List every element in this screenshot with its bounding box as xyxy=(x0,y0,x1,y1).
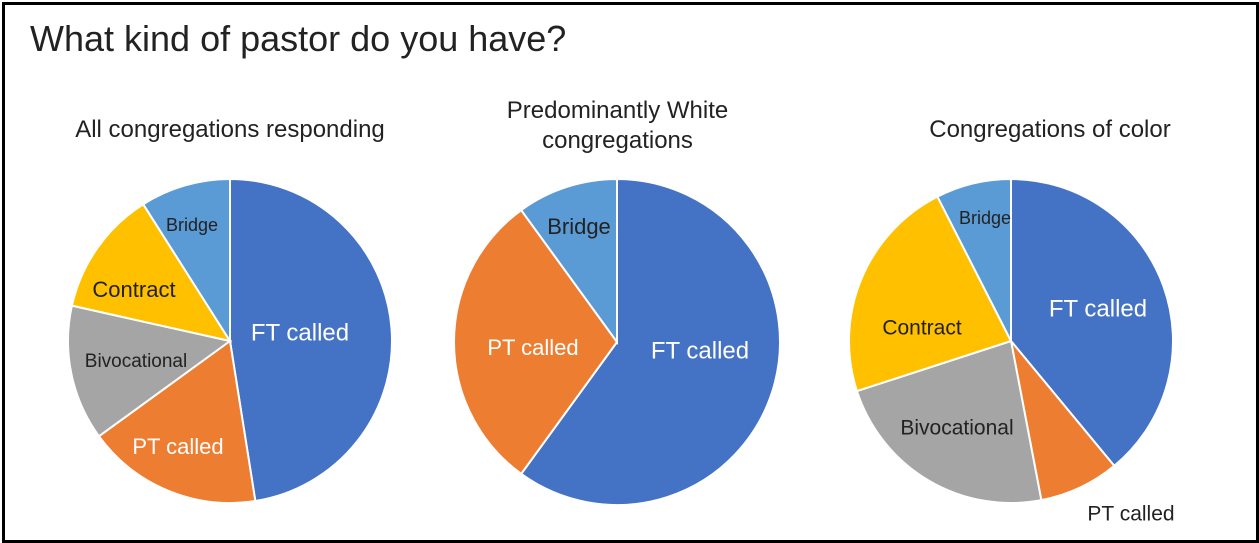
pie-slice-pt-called xyxy=(97,339,257,504)
slice-label-pt-called: PT called xyxy=(1087,503,1174,526)
slice-label-contract: Contract xyxy=(92,277,175,302)
pie-slice-bivocational xyxy=(855,339,1043,505)
pie-chart-1: FT called PT called Bridge xyxy=(453,177,781,506)
pie-slice-contract xyxy=(848,195,1013,393)
chart-title-white: Predominantly White congregations xyxy=(506,97,729,154)
slice-label-bivocational: Bivocational xyxy=(85,351,187,372)
chart-title-color: Congregations of color xyxy=(929,116,1171,143)
pie-slice-ft-called xyxy=(229,177,393,503)
chart-title-all: All congregations responding xyxy=(75,116,385,143)
slice-label-ft-called: FT called xyxy=(1049,295,1147,322)
pie-chart-2: FT called PT called Bivocational Contract Br… xyxy=(848,177,1175,526)
slice-label-bivocational: Bivocational xyxy=(900,417,1013,440)
pie-slice-bridge xyxy=(936,177,1012,342)
slice-label-ft-called: FT called xyxy=(651,337,749,364)
slice-label-pt-called: PT called xyxy=(132,434,223,459)
pie-slice-contract xyxy=(70,202,233,343)
slice-label-ft-called: FT called xyxy=(251,319,349,346)
slice-label-bridge: Bridge xyxy=(166,215,218,235)
pie-slice-ft-called xyxy=(519,177,781,506)
pie-slice-ft-called xyxy=(1010,177,1174,468)
pie-slice-bivocational xyxy=(67,304,233,438)
slice-label-bridge: Bridge xyxy=(959,208,1011,228)
pie-slice-bridge xyxy=(519,177,618,346)
pie-slice-bridge xyxy=(141,177,231,345)
main-title: What kind of pastor do you have? xyxy=(30,18,567,59)
slice-label-contract: Contract xyxy=(882,317,962,340)
pie-slice-pt-called xyxy=(453,208,619,476)
slice-label-pt-called: PT called xyxy=(487,335,578,360)
slice-label-bridge: Bridge xyxy=(547,214,611,239)
pie-chart-0: FT called PT called Bivocational Contract Br… xyxy=(67,177,393,504)
